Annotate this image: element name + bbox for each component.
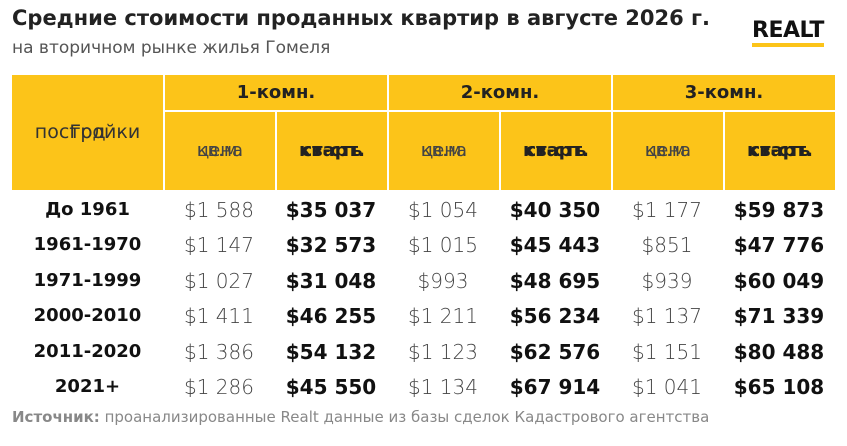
group-header: 3-комн. [611,75,835,112]
cell: $1 177 [632,197,702,222]
row-label: 2021+ [54,376,121,398]
subtitle: на вторичном рынке жилья Гомеля [12,38,331,58]
cell: $993 [417,268,469,293]
source-label: Источник: [12,408,100,426]
cell: $62 576 [509,339,601,364]
cell: $46 255 [285,304,377,329]
cell: $67 914 [509,375,601,400]
cell: $939 [641,268,693,293]
cell: $1 015 [408,233,478,258]
sub-header: ст-сть кварт. [723,112,835,190]
corner-line: постройки [34,121,141,144]
corner-header: Год постройки [12,75,163,190]
sub-header-line: цена [644,140,692,162]
cell: $1 134 [408,375,478,400]
sub-header-line: кв.м. [420,140,468,162]
cell: $1 123 [408,339,478,364]
sub-header: ст-сть кварт. [499,112,611,190]
sub-header: цена кв.м. [163,112,275,190]
sub-header-line: ст-сть [301,140,363,162]
sub-header-line: кв.м. [196,140,244,162]
cell: $45 550 [285,375,377,400]
cell: $35 037 [285,197,377,222]
source-text: проанализированные Realt данные из базы … [104,408,710,426]
sub-header: ст-сть кварт. [275,112,387,190]
sub-header-line: ст-сть [525,140,587,162]
cell: $47 776 [733,233,825,258]
group-header: 1-комн. [163,75,387,112]
corner-line: Год [69,121,106,144]
row-label: 1961-1970 [33,234,142,256]
cell: $1 588 [184,197,254,222]
sub-header-line: кв.м. [644,140,692,162]
sub-header: цена кв.м. [611,112,723,190]
cell: $60 049 [733,268,825,293]
cell: $31 048 [285,268,377,293]
cell: $54 132 [285,339,377,364]
cell: $1 027 [184,268,254,293]
cell: $1 411 [184,304,254,329]
cell: $1 137 [632,304,702,329]
cell: $1 386 [184,339,254,364]
source: Источник: проанализированные Realt данны… [12,408,709,426]
cell: $1 151 [632,339,702,364]
logo: REALT [752,18,824,47]
sub-header-line: кварт. [523,140,589,162]
title: Средние стоимости проданных квартир в ав… [12,6,710,30]
header-band [12,75,835,190]
cell: $48 695 [509,268,601,293]
cell: $65 108 [733,375,825,400]
cell: $1 211 [408,304,478,329]
row-label: 2011-2020 [33,340,142,362]
cell: $56 234 [509,304,601,329]
sub-header-line: кварт. [299,140,365,162]
cell: $1 286 [184,375,254,400]
sub-header-line: кварт. [747,140,813,162]
sub-header-line: ст-сть [749,140,811,162]
cell: $45 443 [509,233,601,258]
cell: $71 339 [733,304,825,329]
cell: $80 488 [733,339,825,364]
row-label: 2000-2010 [33,305,142,327]
cell: $59 873 [733,197,825,222]
cell: $851 [641,233,693,258]
row-label: 1971-1999 [33,269,142,291]
sub-header: цена кв.м. [387,112,499,190]
row-label: До 1961 [45,198,130,220]
cell: $1 054 [408,197,478,222]
sub-header-line: цена [196,140,244,162]
cell: $1 147 [184,233,254,258]
group-header: 2-комн. [387,75,611,112]
sub-header-line: цена [420,140,468,162]
cell: $1 041 [632,375,702,400]
cell: $40 350 [509,197,601,222]
cell: $32 573 [285,233,377,258]
